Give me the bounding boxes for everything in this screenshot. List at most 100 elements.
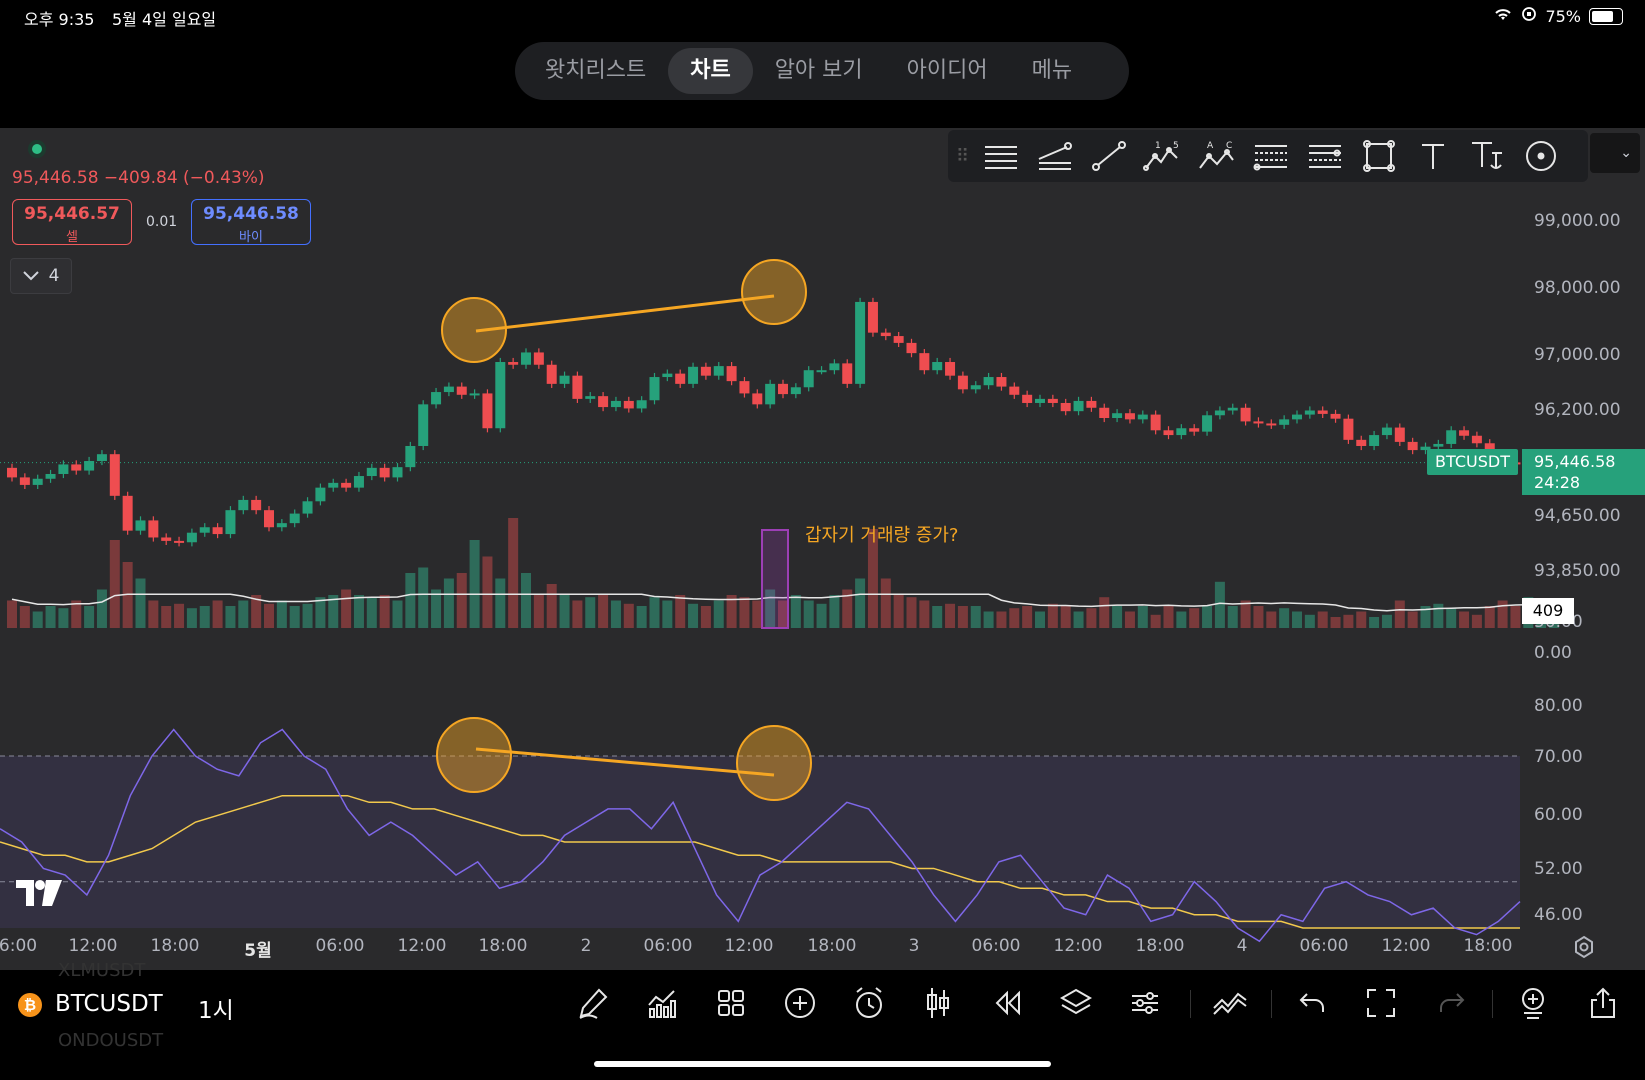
candle-body	[1099, 407, 1110, 418]
volume-bar	[71, 600, 82, 628]
status-right: 75%	[1493, 6, 1623, 26]
annotation-circle	[436, 717, 512, 793]
volume-bar	[1047, 603, 1058, 628]
text-icon[interactable]	[1406, 130, 1460, 182]
toolbar-dropdown[interactable]: ⌄	[1590, 133, 1640, 173]
volume-bar	[803, 600, 814, 628]
candle-body	[623, 400, 634, 409]
volume-bar	[1420, 606, 1431, 628]
trade-icon[interactable]	[1212, 985, 1248, 1021]
symbol-scroll-prev[interactable]: XLMUSDT	[58, 960, 146, 981]
candle-body	[1420, 446, 1431, 451]
layout-icon[interactable]	[713, 985, 749, 1021]
buy-price: 95,446.58	[203, 204, 299, 224]
volume-bar	[264, 603, 274, 628]
candle-body	[1214, 410, 1225, 416]
volume-bar	[1060, 606, 1071, 628]
volume-bar	[225, 606, 236, 628]
tab-watchlist[interactable]: 왓치리스트	[545, 58, 647, 83]
candle-body	[752, 393, 763, 405]
tab-chart[interactable]: 차트	[668, 48, 753, 94]
symbol-scroll-next[interactable]: ONDOUSDT	[58, 1030, 164, 1051]
chart-annotation-text[interactable]: 갑자기 거래량 증가?	[805, 525, 959, 546]
candle-body	[1471, 435, 1482, 444]
chart-area[interactable]	[0, 128, 1645, 970]
volume-axis-label: 0.00	[1534, 643, 1572, 663]
candle-body	[829, 363, 840, 371]
tab-menu[interactable]: 메뉴	[1031, 58, 1073, 83]
candle-body	[880, 332, 891, 337]
volume-bar	[1471, 614, 1482, 628]
add-icon[interactable]	[782, 985, 818, 1021]
volume-bar	[186, 608, 197, 628]
target-icon[interactable]	[1514, 130, 1568, 182]
tab-explore[interactable]: 알아 보기	[774, 58, 863, 83]
draw-icon[interactable]	[575, 985, 611, 1021]
annotation-trendline	[475, 294, 775, 333]
indicators-collapse-button[interactable]: 4	[10, 258, 72, 294]
volume-bar	[1356, 611, 1367, 628]
candle-body	[1227, 407, 1238, 411]
candle-body	[212, 527, 223, 535]
rsi-axis-label: 52.00	[1534, 859, 1583, 879]
interval-selector[interactable]: 1시	[198, 998, 234, 1024]
volume-bar	[379, 595, 390, 628]
trendline-icon[interactable]	[1082, 130, 1136, 182]
volume-bar	[585, 597, 596, 628]
anchored-text-icon[interactable]	[1460, 130, 1514, 182]
chart-settings-icon[interactable]	[1572, 935, 1596, 963]
candle-body	[957, 375, 968, 390]
time-axis-label: 18:00	[1463, 936, 1513, 956]
time-axis-label: 12:00	[724, 936, 774, 956]
candle-body	[970, 385, 981, 390]
volume-bar	[1086, 608, 1097, 628]
fib-extension-icon[interactable]	[1298, 130, 1352, 182]
drag-handle-icon[interactable]: ⠿	[956, 145, 970, 167]
svg-text:1: 1	[1155, 141, 1161, 151]
indicators-icon[interactable]	[644, 985, 680, 1021]
rectangle-icon[interactable]	[1352, 130, 1406, 182]
volume-bar	[546, 584, 557, 628]
fib-retracement-icon[interactable]	[1244, 130, 1298, 182]
svg-text:C: C	[1226, 141, 1232, 151]
volume-bar	[7, 600, 17, 628]
volume-bar	[945, 603, 956, 628]
price-label: 93,850.00	[1534, 561, 1621, 581]
replay-icon[interactable]	[989, 985, 1025, 1021]
time-axis-label: 4	[1236, 936, 1248, 956]
candle-body	[405, 445, 416, 468]
tradingview-logo[interactable]	[16, 880, 62, 913]
volume-bar	[1240, 600, 1251, 628]
watchlist-add-icon[interactable]	[1515, 985, 1551, 1021]
sell-button[interactable]: 95,446.57 셀	[12, 199, 132, 245]
tab-ideas[interactable]: 아이디어	[906, 58, 988, 83]
volume-bar	[778, 600, 788, 628]
volume-bar	[1304, 614, 1315, 628]
volume-bar	[675, 595, 686, 628]
settings-icon[interactable]	[1127, 985, 1163, 1021]
symbol-selector[interactable]: BTCUSDT	[55, 991, 163, 1017]
candles-icon[interactable]	[920, 985, 956, 1021]
svg-text:A: A	[1207, 141, 1214, 151]
candle-body	[161, 537, 172, 541]
chevron-down-icon	[22, 266, 39, 286]
share-icon[interactable]	[1585, 985, 1621, 1021]
home-indicator[interactable]	[594, 1061, 1051, 1067]
time-axis-label: 3	[908, 936, 920, 956]
layers-icon[interactable]	[1058, 985, 1094, 1021]
volume-bar	[1202, 606, 1213, 628]
undo-icon[interactable]	[1294, 985, 1330, 1021]
fullscreen-icon[interactable]	[1363, 985, 1399, 1021]
trend-channel-icon[interactable]	[1028, 130, 1082, 182]
price-label: 94,650.00	[1534, 506, 1621, 526]
horizontal-lines-icon[interactable]	[974, 130, 1028, 182]
volume-bar	[1073, 611, 1084, 628]
chart-canvas[interactable]	[0, 128, 1645, 970]
volume-bar	[521, 573, 531, 628]
buy-button[interactable]: 95,446.58 바이	[191, 199, 311, 245]
alert-icon[interactable]	[851, 985, 887, 1021]
redo-icon[interactable]	[1434, 985, 1470, 1021]
candle-body	[443, 386, 454, 393]
